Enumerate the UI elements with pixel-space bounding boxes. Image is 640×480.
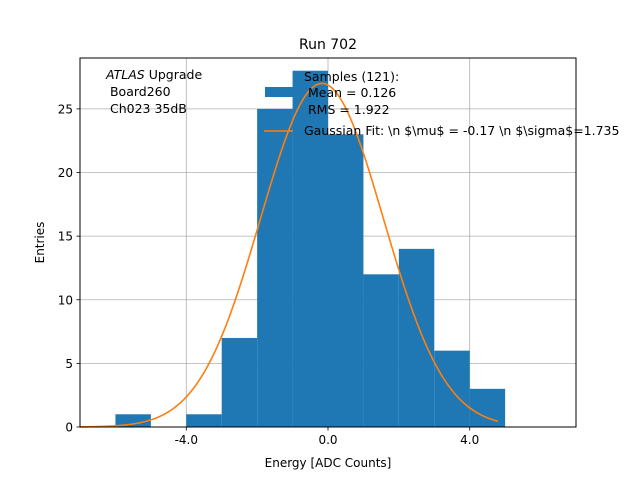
y-tick-label: 15 <box>58 230 73 244</box>
legend-hist-mean: Mean = 0.126 <box>304 85 396 100</box>
histogram-bar <box>363 274 399 427</box>
histogram-bar <box>328 134 364 427</box>
legend: Samples (121): Mean = 0.126 RMS = 1.922 … <box>264 69 619 138</box>
atlas-annotation: ATLAS Upgrade Board260 Ch023 35dB <box>105 67 202 116</box>
legend-hist-rms: RMS = 1.922 <box>304 102 390 117</box>
gaussian-fit-line <box>79 82 499 428</box>
board-label: Board260 <box>106 84 171 99</box>
x-tick-label: -4.0 <box>175 433 198 447</box>
histogram-bar <box>257 108 293 428</box>
axis-ticks: -4.0 0.0 4.0 0 5 10 15 20 25 <box>58 102 480 447</box>
y-tick-label: 5 <box>65 357 73 371</box>
channel-label: Ch023 35dB <box>106 101 187 116</box>
histogram-bar <box>115 414 151 427</box>
histogram-bars <box>115 70 506 428</box>
histogram-bar <box>221 337 258 427</box>
y-tick-label: 20 <box>58 166 73 180</box>
atlas-upgrade-label: Upgrade <box>145 67 203 82</box>
y-tick-label: 25 <box>58 102 73 116</box>
svg-text:ATLAS Upgrade: ATLAS Upgrade <box>105 67 202 82</box>
x-axis-label: Energy [ADC Counts] <box>265 456 392 470</box>
chart-title: Run 702 <box>299 37 357 53</box>
x-tick-label: 4.0 <box>460 433 479 447</box>
legend-hist-title: Samples (121): <box>304 69 399 84</box>
x-tick-label: 0.0 <box>318 433 337 447</box>
fit-curve-layer <box>79 82 499 428</box>
histogram-bar <box>434 350 470 427</box>
y-tick-label: 0 <box>65 421 73 435</box>
legend-hist-swatch <box>265 87 293 97</box>
histogram-bar <box>469 388 506 427</box>
histogram-bar <box>186 414 222 427</box>
y-axis-label: Entries <box>33 222 47 264</box>
legend-fit-label: Gaussian Fit: \n $\mu$ = -0.17 \n $\sigm… <box>304 123 619 138</box>
histogram-bar <box>292 70 328 428</box>
y-tick-label: 10 <box>58 293 73 307</box>
atlas-label: ATLAS <box>105 67 145 82</box>
histogram-bar <box>398 248 435 427</box>
